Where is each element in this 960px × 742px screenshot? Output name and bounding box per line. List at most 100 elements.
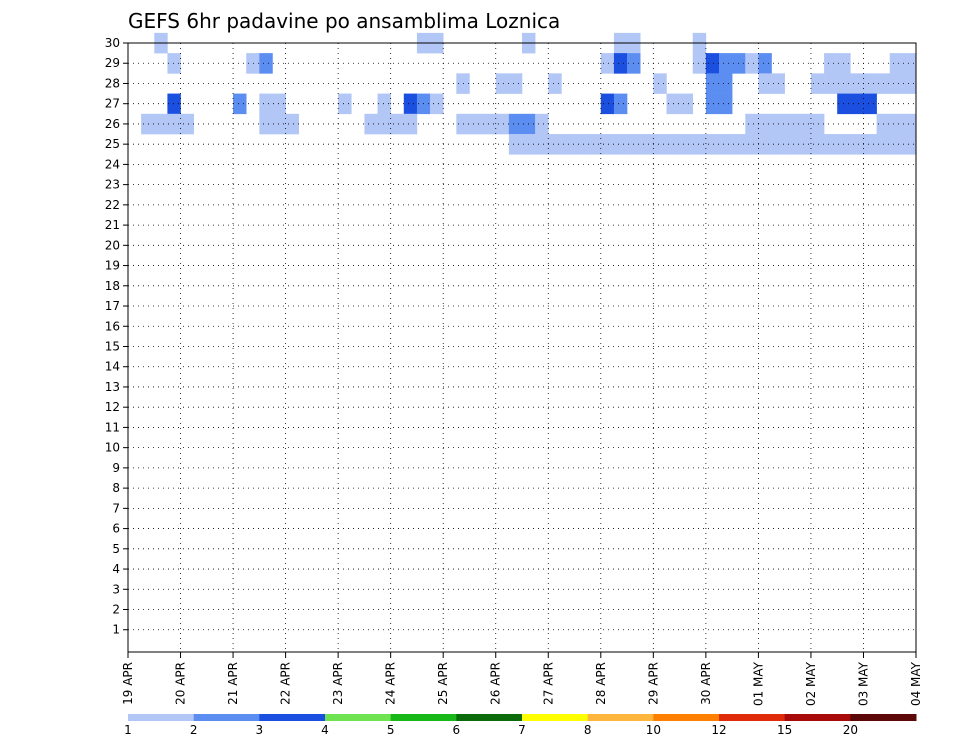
heatmap-cell xyxy=(719,53,733,74)
y-tick-label: 14 xyxy=(105,360,120,374)
colorbar-label: 3 xyxy=(256,723,264,737)
heatmap-cell xyxy=(692,53,707,74)
y-tick-label: 7 xyxy=(112,501,120,515)
heatmap-cell xyxy=(692,134,707,155)
y-tick-label: 5 xyxy=(112,542,120,556)
heatmap-cell xyxy=(850,73,864,94)
heatmap-cell xyxy=(810,113,825,135)
y-tick-label: 27 xyxy=(105,97,120,111)
heatmap-cell xyxy=(141,113,155,135)
y-tick-label: 22 xyxy=(105,198,120,212)
heatmap-cell xyxy=(259,113,273,135)
x-tick-label: 23 APR xyxy=(331,662,345,705)
heatmap-cell xyxy=(482,113,497,135)
y-tick-label: 15 xyxy=(105,339,120,353)
heatmap-cell xyxy=(259,93,273,115)
heatmap-cell xyxy=(784,113,799,135)
heatmap-cell xyxy=(508,113,523,135)
x-tick-label: 02 MAY xyxy=(804,661,818,706)
colorbar-label: 6 xyxy=(453,723,461,737)
y-tick-label: 11 xyxy=(105,420,120,434)
colorbar-segment xyxy=(390,714,457,721)
colorbar-label: 8 xyxy=(584,723,592,737)
heatmap-cell xyxy=(613,134,628,155)
heatmap-cell xyxy=(495,73,510,94)
heatmap-cell xyxy=(889,53,904,74)
heatmap-cell xyxy=(758,113,772,135)
heatmap-cell xyxy=(377,113,391,135)
plot-frame xyxy=(127,42,917,653)
heatmap-cell xyxy=(758,134,772,155)
heatmap-cell xyxy=(613,53,628,74)
heatmap-cell xyxy=(167,93,181,115)
x-tick-label: 20 APR xyxy=(174,662,188,705)
heatmap-cell xyxy=(797,134,812,155)
y-tick-label: 8 xyxy=(112,481,120,495)
y-tick-label: 1 xyxy=(112,623,120,637)
heatmap-cell xyxy=(548,73,562,94)
heatmap-cell xyxy=(797,113,812,135)
heatmap-cell xyxy=(810,73,825,94)
heatmap-cell xyxy=(233,93,247,115)
colorbar-label: 15 xyxy=(777,723,792,737)
colorbar-segment xyxy=(325,714,392,721)
heatmap-cell xyxy=(508,73,523,94)
y-tick-label: 13 xyxy=(105,380,120,394)
colorbar-legend: 1 2 3 4 5 6 7 8 10 12 15 20 xyxy=(124,714,917,737)
heatmap-cell xyxy=(653,134,667,155)
colorbar-label: 1 xyxy=(124,723,132,737)
y-tick-label: 24 xyxy=(105,157,120,171)
colorbar-label: 5 xyxy=(387,723,395,737)
y-tick-label: 6 xyxy=(112,522,120,536)
y-tick-label: 9 xyxy=(112,461,120,475)
y-tick-label: 30 xyxy=(105,36,120,50)
heatmap-cell xyxy=(403,113,418,135)
heatmap-cell xyxy=(902,53,917,74)
x-tick-label: 27 APR xyxy=(541,662,555,705)
heatmap-cell xyxy=(613,93,628,115)
x-tick-label: 28 APR xyxy=(594,662,608,705)
x-tick-label: 04 MAY xyxy=(909,661,923,706)
y-tick-label: 16 xyxy=(105,319,120,333)
x-tick-label: 26 APR xyxy=(489,662,503,705)
heatmap-cell xyxy=(180,113,194,135)
heatmap-cell xyxy=(902,134,917,155)
colorbar-label: 12 xyxy=(711,723,726,737)
heatmap-cells xyxy=(141,32,917,155)
x-tick-label: 03 MAY xyxy=(856,661,870,706)
x-tick-label: 21 APR xyxy=(226,662,240,705)
y-tick-label: 26 xyxy=(105,117,120,131)
heatmap-cell xyxy=(600,93,615,115)
x-tick-label: 01 MAY xyxy=(751,661,765,706)
heatmap-cell xyxy=(705,53,720,74)
y-tick-label: 23 xyxy=(105,178,120,192)
heatmap-cell xyxy=(863,73,877,94)
y-tick-label: 12 xyxy=(105,400,120,414)
heatmap-cell xyxy=(246,53,260,74)
heatmap-cell xyxy=(679,134,694,155)
heatmap-cell xyxy=(745,53,759,74)
heatmap-cell xyxy=(902,73,917,94)
y-tick-label: 20 xyxy=(105,238,120,252)
colorbar-segment xyxy=(719,714,786,721)
heatmap-cell xyxy=(824,53,838,74)
heatmap-cell xyxy=(259,53,273,74)
x-axis: 19 APR 20 APR 21 APR 22 APR 23 APR 24 APR 25 A… xyxy=(121,652,923,706)
heatmap-cell xyxy=(850,134,864,155)
heatmap-cell xyxy=(863,134,877,155)
colorbar-label: 7 xyxy=(518,723,526,737)
heatmap-cell xyxy=(889,113,904,135)
heatmap-cell xyxy=(430,93,444,115)
y-tick-label: 18 xyxy=(105,279,120,293)
colorbar-label: 20 xyxy=(843,723,858,737)
colorbar-segment xyxy=(193,714,260,721)
y-tick-label: 17 xyxy=(105,299,120,313)
y-tick-label: 4 xyxy=(112,562,120,576)
heatmap-cell xyxy=(889,134,904,155)
heatmap-cell xyxy=(600,134,615,155)
y-tick-label: 21 xyxy=(105,218,120,232)
heatmap-cell xyxy=(653,73,667,94)
heatmap-cell xyxy=(167,53,181,74)
heatmap-cell xyxy=(535,113,549,135)
